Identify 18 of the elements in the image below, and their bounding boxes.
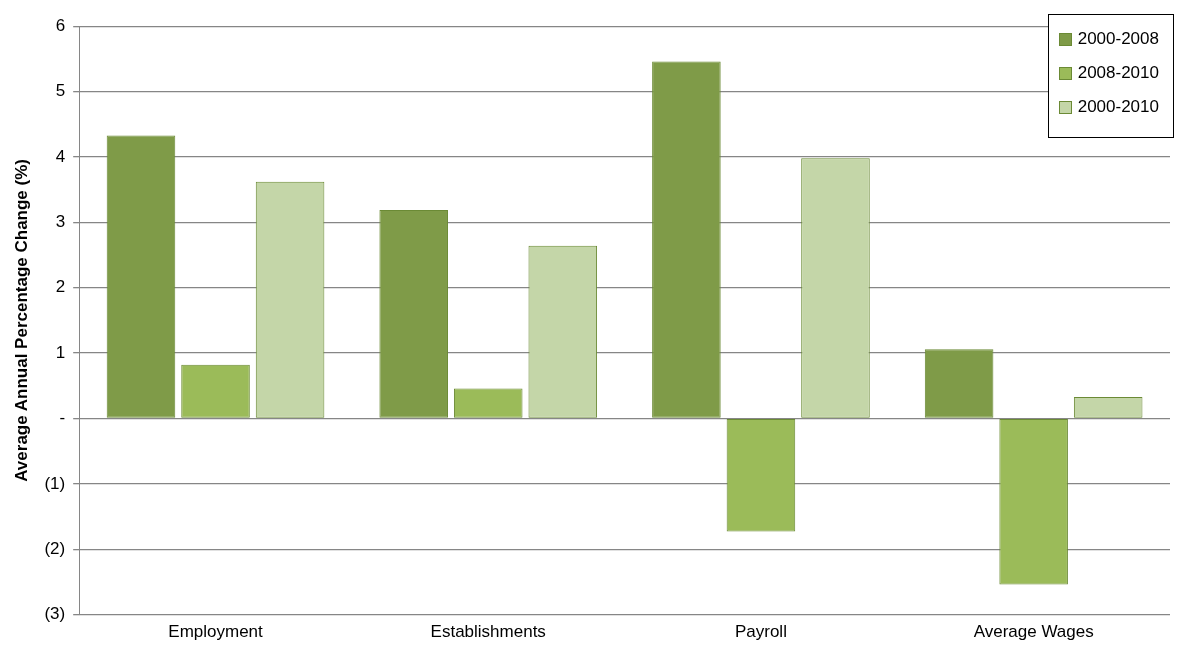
y-tick-label: 2 xyxy=(55,277,66,297)
x-tick-label: Average Wages xyxy=(973,622,1094,642)
legend-label: 2000-2010 xyxy=(1077,97,1159,117)
y-tick-label: 3 xyxy=(55,212,66,232)
x-tick-label: Employment xyxy=(168,622,264,642)
y-tick-label: (3) xyxy=(44,604,66,624)
y-tick-label: (1) xyxy=(44,473,66,493)
y-tick-label: 1 xyxy=(55,342,66,362)
x-tick-label: Establishments xyxy=(430,622,546,642)
y-tick-label: (2) xyxy=(44,538,66,558)
legend-label: 2000-2008 xyxy=(1077,29,1159,49)
y-tick-label: 6 xyxy=(55,15,66,35)
legend-label: 2008-2010 xyxy=(1077,63,1159,83)
y-tick-label: - xyxy=(59,408,66,428)
y-tick-label: 5 xyxy=(55,81,66,101)
y-axis-title: Average Annual Percentage Change (%) xyxy=(11,159,31,482)
y-tick-label: 4 xyxy=(55,146,66,166)
x-tick-label: Payroll xyxy=(734,622,787,642)
